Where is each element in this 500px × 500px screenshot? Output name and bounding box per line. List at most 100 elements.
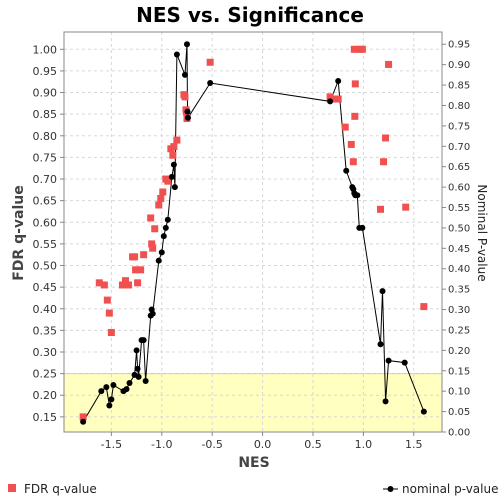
pvalue-point <box>183 41 190 48</box>
tick-labels: -1.5 -1.0 -0.5 0.0 0.5 1.0 1.5 0.15 0.20 0.25 0.30… <box>33 40 471 451</box>
pvalue-point <box>171 184 178 191</box>
legend: FDR q-value nominal p-value <box>8 482 498 496</box>
pvalue-point <box>98 388 105 395</box>
y2-tick-label: 0.80 <box>448 101 470 112</box>
y2-tick-label: 0.90 <box>448 60 470 71</box>
fdr-point <box>95 279 103 287</box>
x-tick-label: -0.5 <box>201 438 222 451</box>
y-tick-label: 0.35 <box>33 324 58 337</box>
x-tick-label: 0.5 <box>304 438 322 451</box>
fdr-point <box>420 303 428 311</box>
plot-background <box>64 32 442 432</box>
fdr-point <box>350 45 358 53</box>
fdr-point <box>169 151 177 159</box>
legend-pvalue-label: nominal p-value <box>402 482 498 496</box>
x-tick-label: 0.0 <box>254 438 272 451</box>
y2-tick-label: 0.85 <box>448 81 470 92</box>
pvalue-point <box>108 396 115 403</box>
pvalue-point <box>184 108 191 115</box>
y2-tick-label: 0.20 <box>448 346 470 357</box>
x-tick-label: -1.0 <box>151 438 172 451</box>
y-tick-label: 0.40 <box>33 303 58 316</box>
fdr-point <box>100 281 108 289</box>
pvalue-point <box>123 386 130 393</box>
pvalue-point <box>164 216 171 223</box>
y-tick-label: 0.30 <box>33 346 58 359</box>
legend-pvalue-marker <box>387 486 394 492</box>
x-tick-label: 1.5 <box>405 438 423 451</box>
y-tick-label: 0.90 <box>33 87 58 100</box>
y-tick-label: 0.80 <box>33 130 58 143</box>
fdr-point <box>147 214 155 222</box>
pvalue-point <box>359 224 366 231</box>
pvalue-point <box>173 51 180 58</box>
pvalue-point <box>184 114 191 121</box>
fdr-point <box>349 158 357 166</box>
y2-tick-label: 0.15 <box>448 366 470 377</box>
fdr-point <box>358 45 366 53</box>
y2-tick-label: 0.50 <box>448 223 470 234</box>
y-tick-label: 0.65 <box>33 195 58 208</box>
fdr-point <box>380 158 388 166</box>
pvalue-point <box>382 398 389 405</box>
pvalue-point <box>420 408 427 415</box>
fdr-point <box>157 194 165 202</box>
fdr-point <box>382 134 390 142</box>
pvalue-point <box>133 347 140 354</box>
plot-border <box>63 31 443 433</box>
y-axis-title: FDR q-value <box>11 185 27 281</box>
fdr-point <box>206 58 214 66</box>
y-tick-label: 0.15 <box>33 411 58 424</box>
y-tick-label: 1.00 <box>33 43 58 56</box>
fdr-point <box>107 329 115 337</box>
y-tick-label: 0.60 <box>33 216 58 229</box>
fdr-point <box>181 93 189 101</box>
y2-tick-label: 0.35 <box>448 285 470 296</box>
fdr-point <box>103 296 111 304</box>
legend-fdr-swatch <box>8 484 16 492</box>
y-tick-label: 0.45 <box>33 281 58 294</box>
legend-fdr-label: FDR q-value <box>24 482 97 496</box>
fdr-point <box>385 60 393 68</box>
fdr-point <box>149 244 157 252</box>
y-tick-label: 0.20 <box>33 389 58 402</box>
fdr-point <box>173 136 181 144</box>
pvalue-point <box>80 418 87 425</box>
pvalue-point <box>106 402 113 409</box>
fdr-point <box>121 277 129 285</box>
fdr-point <box>155 201 163 209</box>
y2-tick-label: 0.75 <box>448 121 470 132</box>
pvalue-point <box>335 77 342 84</box>
x-tick-label: -1.5 <box>101 438 122 451</box>
pvalue-point <box>401 359 408 366</box>
y2-tick-label: 0.05 <box>448 407 470 418</box>
y2-tick-label: 0.45 <box>448 244 470 255</box>
data-marks <box>79 41 428 425</box>
pvalue-point <box>168 173 175 180</box>
pvalue-point <box>103 384 110 391</box>
y2-axis-title: Nominal P-value <box>475 184 489 281</box>
y-tick-label: 0.75 <box>33 151 58 164</box>
y-tick-label: 0.70 <box>33 173 58 186</box>
pvalue-point <box>135 373 142 380</box>
pvalue-point <box>158 249 165 256</box>
y-tick-label: 0.55 <box>33 238 58 251</box>
fdr-point <box>79 413 87 421</box>
fdr-point <box>377 205 385 213</box>
pvalue-point <box>140 337 147 344</box>
fdr-point <box>341 123 349 131</box>
y2-tick-label: 0.70 <box>448 142 470 153</box>
fdr-point <box>134 279 142 287</box>
fdr-point <box>347 140 355 148</box>
y2-tick-label: 0.60 <box>448 183 470 194</box>
x-axis-title: NES <box>238 455 269 471</box>
pvalue-point <box>343 167 350 174</box>
pvalue-point <box>354 192 361 199</box>
y-tick-label: 0.50 <box>33 260 58 273</box>
fdr-point <box>159 188 167 196</box>
grid-lines <box>64 32 442 432</box>
pvalue-point <box>142 377 149 384</box>
y2-tick-label: 0.55 <box>448 203 470 214</box>
y2-tick-label: 0.40 <box>448 264 470 275</box>
